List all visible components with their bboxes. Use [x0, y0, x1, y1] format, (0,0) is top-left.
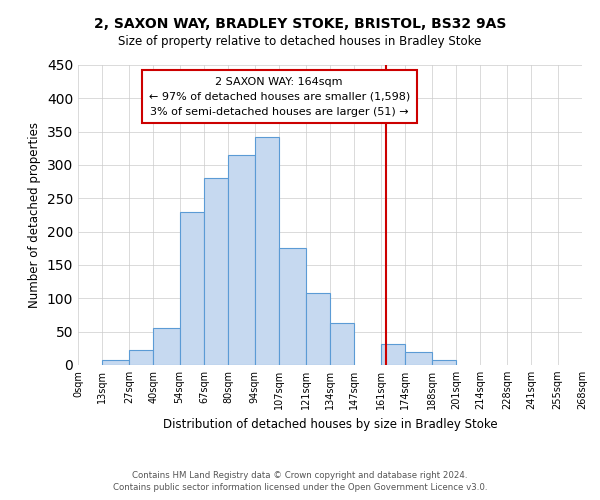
Bar: [103, 360, 129, 365]
Text: Size of property relative to detached houses in Bradley Stoke: Size of property relative to detached ho…: [118, 35, 482, 48]
Bar: [431, 360, 456, 365]
Bar: [179, 212, 204, 365]
Bar: [204, 178, 229, 365]
Bar: [255, 137, 279, 365]
Bar: [405, 352, 431, 365]
Bar: [229, 155, 255, 365]
X-axis label: Distribution of detached houses by size in Bradley Stoke: Distribution of detached houses by size …: [163, 418, 497, 430]
Text: Contains HM Land Registry data © Crown copyright and database right 2024.
Contai: Contains HM Land Registry data © Crown c…: [113, 471, 487, 492]
Bar: [153, 328, 179, 365]
Y-axis label: Number of detached properties: Number of detached properties: [28, 122, 41, 308]
Bar: [330, 323, 355, 365]
Text: 2 SAXON WAY: 164sqm
← 97% of detached houses are smaller (1,598)
3% of semi-deta: 2 SAXON WAY: 164sqm ← 97% of detached ho…: [149, 77, 410, 116]
Bar: [305, 293, 330, 365]
Bar: [129, 350, 153, 365]
Text: 2, SAXON WAY, BRADLEY STOKE, BRISTOL, BS32 9AS: 2, SAXON WAY, BRADLEY STOKE, BRISTOL, BS…: [94, 18, 506, 32]
Bar: [381, 344, 405, 365]
Bar: [279, 248, 305, 365]
